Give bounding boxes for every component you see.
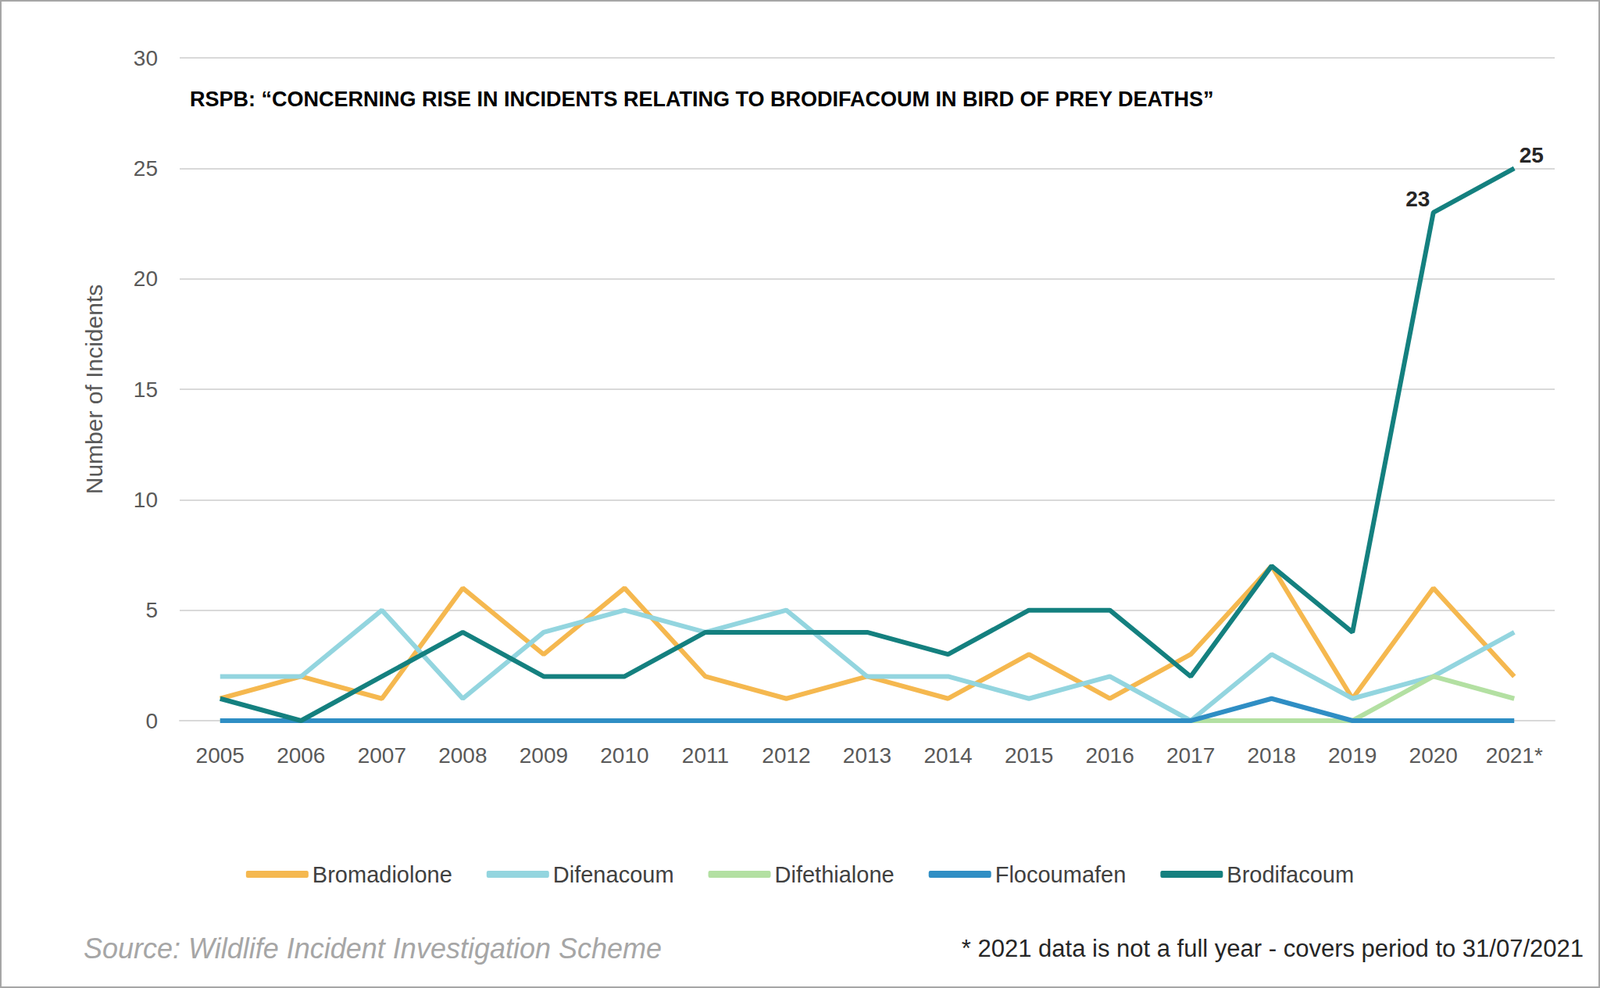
svg-text:2005: 2005	[196, 742, 245, 768]
svg-text:10: 10	[133, 487, 158, 512]
svg-text:2008: 2008	[438, 742, 487, 768]
svg-text:Difenacoum: Difenacoum	[553, 861, 675, 887]
svg-text:2014: 2014	[923, 742, 972, 768]
svg-text:Number of Incidents: Number of Incidents	[81, 284, 108, 494]
svg-text:2017: 2017	[1166, 742, 1215, 768]
svg-text:2011: 2011	[682, 742, 729, 768]
svg-text:20: 20	[133, 266, 158, 291]
svg-text:2012: 2012	[761, 742, 811, 768]
svg-text:2013: 2013	[842, 742, 892, 768]
svg-text:* 2021 data is not a full year: * 2021 data is not a full year - covers …	[961, 934, 1584, 962]
svg-text:2015: 2015	[1004, 742, 1054, 768]
svg-text:Bromadiolone: Bromadiolone	[312, 861, 453, 887]
svg-text:23: 23	[1405, 186, 1430, 211]
svg-text:RSPB: “CONCERNING RISE IN INCI: RSPB: “CONCERNING RISE IN INCIDENTS RELA…	[189, 87, 1215, 111]
svg-text:2020: 2020	[1409, 742, 1458, 768]
svg-text:2021*: 2021*	[1485, 742, 1543, 768]
svg-text:2018: 2018	[1246, 742, 1296, 768]
svg-text:0: 0	[145, 708, 158, 733]
svg-text:25: 25	[133, 156, 158, 181]
svg-text:5: 5	[145, 597, 158, 622]
svg-text:15: 15	[133, 377, 158, 402]
svg-text:25: 25	[1519, 142, 1544, 168]
svg-text:2009: 2009	[519, 742, 568, 768]
svg-text:2016: 2016	[1085, 742, 1134, 768]
svg-text:Difethialone: Difethialone	[775, 861, 895, 887]
svg-text:2006: 2006	[276, 742, 325, 768]
svg-text:2019: 2019	[1328, 742, 1377, 768]
svg-text:Flocoumafen: Flocoumafen	[995, 861, 1127, 887]
svg-text:Source: Wildlife Incident Inve: Source: Wildlife Incident Investigation …	[83, 932, 662, 965]
svg-text:30: 30	[133, 46, 158, 71]
svg-text:2007: 2007	[357, 742, 407, 768]
svg-text:2010: 2010	[600, 742, 649, 768]
svg-text:Brodifacoum: Brodifacoum	[1226, 861, 1354, 887]
